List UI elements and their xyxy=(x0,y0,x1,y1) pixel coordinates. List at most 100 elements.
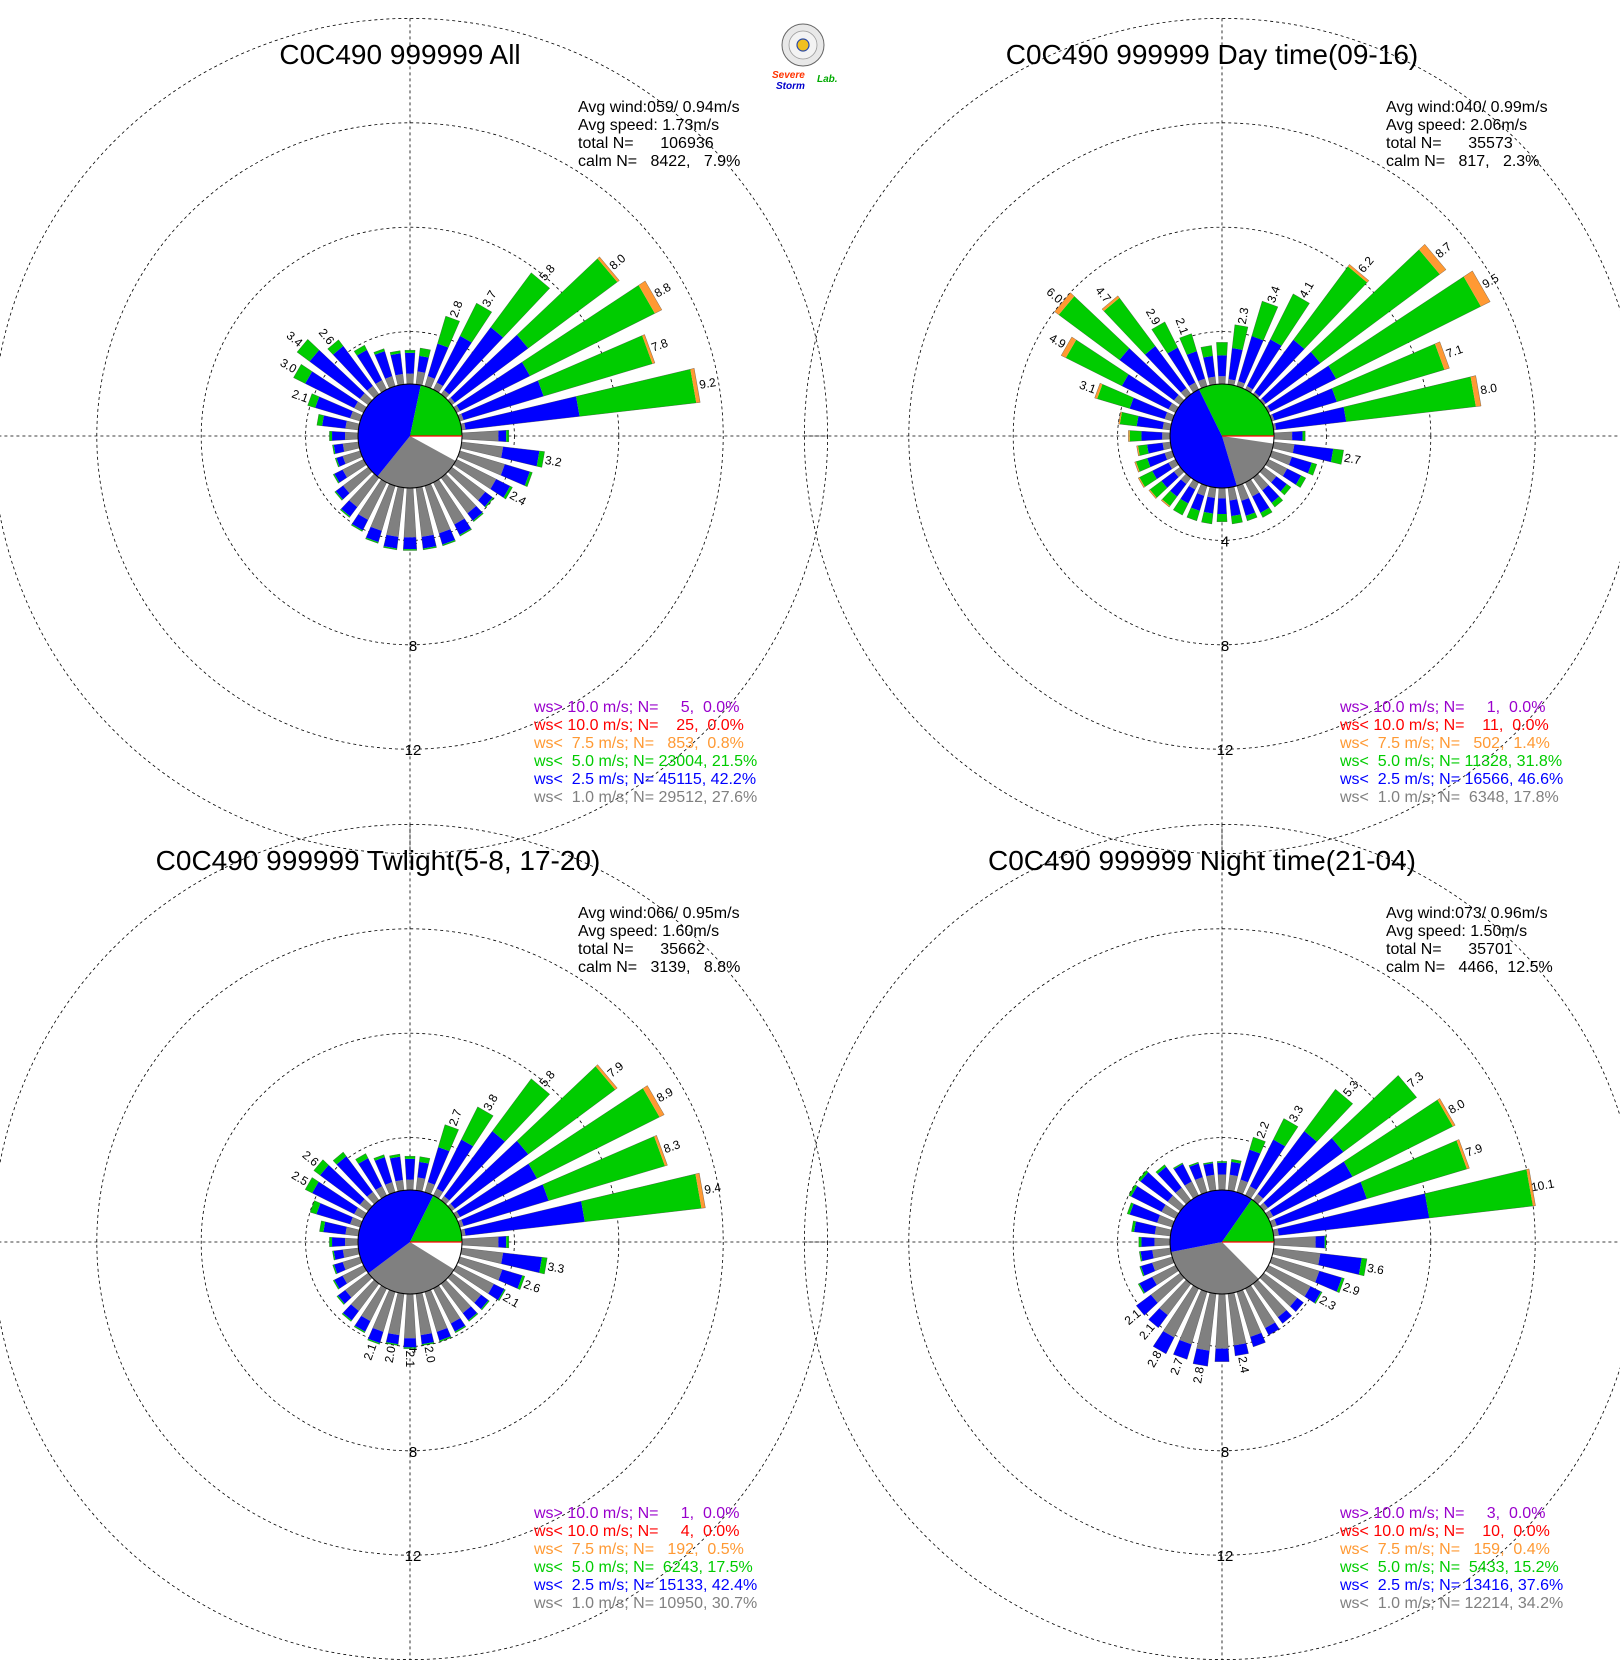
bar-segment xyxy=(501,446,540,467)
bar-segment xyxy=(332,1250,336,1261)
bar-segment xyxy=(1274,1181,1367,1226)
severe-storm-lab-logo: Severe Storm Lab. xyxy=(772,23,838,92)
center-pie-slice-lt1 xyxy=(1222,436,1274,486)
center-pie-slice-lt1 xyxy=(377,436,456,489)
bar-segment xyxy=(1218,376,1226,385)
bar-label: 2.0 xyxy=(382,1345,399,1364)
grid-ring xyxy=(908,928,1536,1556)
legend-entry: ws< 10.0 m/s; N= 4, 0.0% xyxy=(533,1523,739,1540)
bar-segment xyxy=(336,1295,345,1305)
bar-segment xyxy=(1167,347,1196,387)
bar-segment xyxy=(1195,1177,1208,1195)
bar-label: 2.6 xyxy=(522,1277,543,1296)
bar-segment xyxy=(1118,411,1122,425)
bar-segment xyxy=(1295,475,1306,488)
bar-segment xyxy=(1217,1161,1227,1163)
bar-segment xyxy=(1058,296,1130,360)
panel-title: C0C490 999999 Night time(21-04) xyxy=(988,845,1416,876)
bar-segment xyxy=(316,1203,353,1225)
bar-segment xyxy=(370,483,396,531)
bar-segment xyxy=(366,526,382,543)
bar-segment xyxy=(498,430,507,442)
bar-segment xyxy=(404,1156,416,1159)
bar-segment xyxy=(1175,1187,1191,1205)
bar-segment xyxy=(447,397,455,405)
bar-segment xyxy=(415,1292,432,1336)
bar-segment xyxy=(1262,485,1280,503)
bar-segment xyxy=(354,1325,366,1333)
bar-segment xyxy=(442,540,456,546)
bar-segment xyxy=(1227,379,1236,386)
bar-segment xyxy=(1103,297,1156,355)
bar-segment xyxy=(1140,1172,1173,1202)
grid-ring xyxy=(96,928,724,1556)
bar-label: 2.1 xyxy=(290,387,311,406)
bar-segment xyxy=(1302,431,1306,441)
stat-line: Avg speed: 1.50m/s xyxy=(1386,923,1527,940)
bar-label: 2.1 xyxy=(403,1350,417,1367)
bar-segment xyxy=(1189,382,1199,393)
bar-segment xyxy=(342,1304,359,1321)
bar-segment xyxy=(498,1236,507,1248)
windrose-panel-3: 48122.73.85.87.98.98.39.43.32.62.12.02.1… xyxy=(0,824,828,1660)
bar-segment xyxy=(464,396,580,430)
bar-segment xyxy=(1148,489,1157,499)
bar-segment xyxy=(367,1191,379,1205)
bar-segment xyxy=(332,1264,338,1275)
bar-segment xyxy=(441,473,477,514)
bar-segment xyxy=(1463,270,1491,307)
bar-segment xyxy=(420,1333,434,1345)
bar-segment xyxy=(1271,496,1283,508)
bar-segment xyxy=(1119,348,1179,401)
bar-segment xyxy=(367,385,379,399)
bar-segment xyxy=(1121,374,1173,410)
bar-segment xyxy=(1193,1348,1210,1367)
bar-label: 3.4 xyxy=(1264,284,1283,305)
bar-segment xyxy=(367,1338,380,1345)
bar-segment xyxy=(372,1289,396,1332)
bar-segment xyxy=(350,1217,363,1228)
bar-segment xyxy=(305,1177,319,1194)
bar-segment xyxy=(358,1158,383,1190)
center-pie-slice-calm xyxy=(1222,1242,1274,1279)
bar-segment xyxy=(334,491,343,501)
bar-segment xyxy=(498,1269,523,1289)
bar-segment xyxy=(450,334,529,403)
bar-segment xyxy=(595,1064,618,1090)
bar-segment xyxy=(341,1312,352,1322)
bar-segment xyxy=(351,524,363,532)
bar-segment xyxy=(461,1236,499,1248)
bar-segment xyxy=(1189,479,1199,490)
bar-segment xyxy=(1162,422,1172,431)
bar-segment xyxy=(444,1131,505,1201)
bar-segment xyxy=(1152,462,1173,479)
bar-segment xyxy=(1152,1256,1175,1271)
bar-segment xyxy=(1151,321,1178,354)
bar-segment xyxy=(297,339,320,362)
stat-line: Avg wind:073/ 0.96m/s xyxy=(1386,905,1548,922)
bar-segment xyxy=(1315,1235,1325,1249)
bar-label: 2.0 xyxy=(421,1345,438,1364)
bar-segment xyxy=(1138,1283,1145,1294)
bar-segment xyxy=(1269,414,1275,422)
bar-segment xyxy=(433,479,465,525)
bar-segment xyxy=(457,450,505,476)
bar-label: 2.7 xyxy=(446,1107,465,1128)
bar-segment xyxy=(1236,1289,1262,1337)
bar-segment xyxy=(1238,336,1264,384)
bar-segment xyxy=(642,334,655,364)
bar-segment xyxy=(329,431,333,441)
bar-segment xyxy=(461,1184,549,1227)
bar-segment xyxy=(1272,388,1337,421)
bar-segment xyxy=(1200,345,1213,358)
bar-segment xyxy=(340,508,351,518)
bar-segment xyxy=(1245,512,1258,521)
bar-segment xyxy=(638,280,662,314)
bar-segment xyxy=(1308,462,1317,476)
bar-segment xyxy=(355,1153,369,1164)
bar-segment xyxy=(1292,431,1303,441)
bar-segment xyxy=(383,546,397,550)
bar-segment xyxy=(1139,1251,1143,1262)
bar-segment xyxy=(1214,1348,1230,1362)
bar-segment xyxy=(427,1147,450,1185)
